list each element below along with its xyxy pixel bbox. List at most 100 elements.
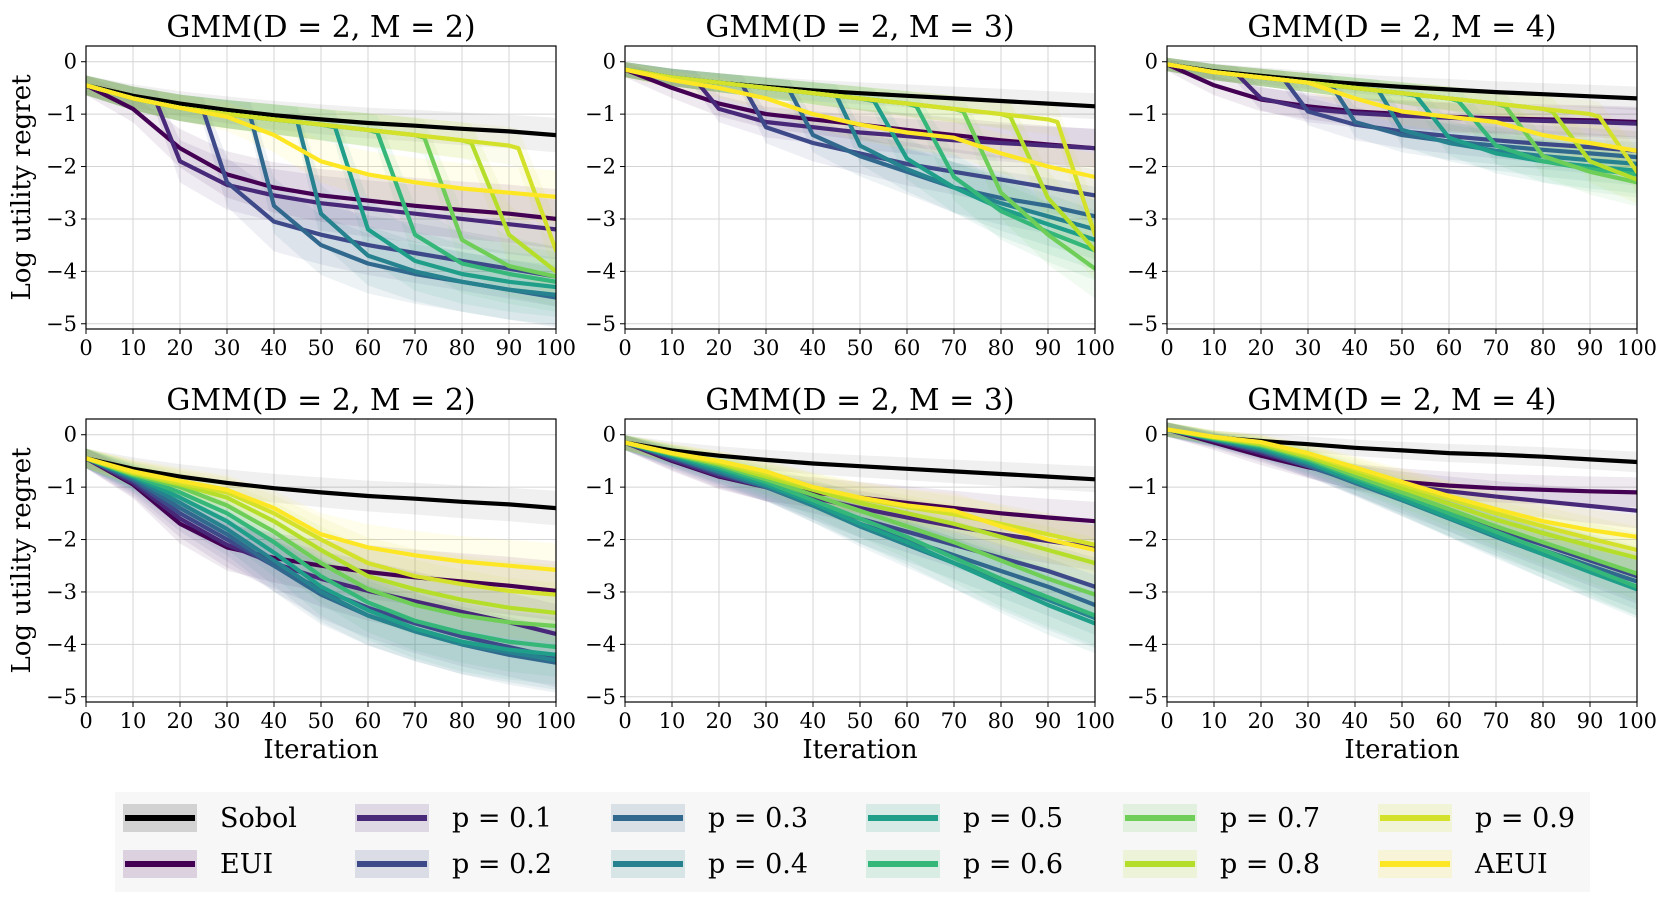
band-p-0-6 bbox=[1167, 57, 1637, 198]
x-tick-label: 0 bbox=[618, 709, 631, 733]
x-tick-label: 90 bbox=[1035, 336, 1062, 360]
y-tick-label: −1 bbox=[585, 102, 616, 126]
y-tick-label: −4 bbox=[1127, 259, 1158, 283]
x-tick-label: 70 bbox=[402, 336, 429, 360]
y-tick-label: −5 bbox=[46, 312, 77, 336]
y-tick-label: −1 bbox=[585, 475, 616, 499]
series-line-p-0-5 bbox=[86, 456, 556, 657]
series-line-sobol bbox=[86, 456, 556, 511]
legend-label: p = 0.8 bbox=[1220, 849, 1320, 880]
x-tick-label: 90 bbox=[1035, 709, 1062, 733]
band-p-0-5 bbox=[625, 62, 1095, 270]
y-tick-label: 0 bbox=[603, 50, 616, 74]
chart-panel-4: GMM(D = 2, M = 2) 0 10 20 30 40 50 60 70 80 90 100 0… bbox=[7, 383, 576, 765]
y-tick-label: −4 bbox=[46, 259, 77, 283]
x-tick-label: 0 bbox=[1160, 336, 1173, 360]
series-line-eui bbox=[86, 456, 556, 594]
band-p-0-2 bbox=[1167, 422, 1637, 604]
band-p-0-1 bbox=[86, 75, 556, 260]
series-line-p-0-4 bbox=[86, 456, 556, 663]
legend-label: p = 0.6 bbox=[963, 849, 1063, 880]
panel-title: GMM(D = 2, M = 2) bbox=[166, 383, 475, 418]
series-line-p-0-1 bbox=[86, 456, 556, 637]
x-tick-label: 10 bbox=[120, 709, 147, 733]
x-tick-label: 80 bbox=[988, 336, 1015, 360]
x-tick-label: 100 bbox=[1617, 336, 1657, 360]
y-tick-label: −3 bbox=[46, 207, 77, 231]
x-tick-label: 40 bbox=[261, 709, 288, 733]
band-p-0-3 bbox=[1167, 422, 1637, 610]
x-tick-label: 0 bbox=[1160, 709, 1173, 733]
x-tick-label: 70 bbox=[402, 709, 429, 733]
band-eui bbox=[625, 435, 1095, 541]
x-tick-label: 30 bbox=[214, 336, 241, 360]
series-lines bbox=[625, 440, 1095, 626]
band-p-0-8 bbox=[625, 62, 1095, 281]
y-tick-label: −2 bbox=[1127, 528, 1158, 552]
x-axis-label: Iteration bbox=[263, 735, 378, 765]
series-lines bbox=[625, 67, 1095, 271]
series-line-aeui bbox=[625, 440, 1095, 553]
legend-item-p-0-1: p = 0.1 bbox=[355, 803, 552, 834]
x-tick-label: 100 bbox=[536, 709, 576, 733]
x-tick-label: 70 bbox=[1483, 709, 1510, 733]
series-lines bbox=[1167, 62, 1637, 185]
legend-label: p = 0.4 bbox=[708, 849, 808, 880]
band-sobol bbox=[625, 62, 1095, 120]
legend-item-eui: EUI bbox=[123, 849, 273, 880]
y-tick-label: 0 bbox=[603, 423, 616, 447]
band-p-0-4 bbox=[625, 62, 1095, 260]
y-tick-label: 0 bbox=[1145, 423, 1158, 447]
x-tick-label: 60 bbox=[1436, 336, 1463, 360]
x-tick-label: 40 bbox=[800, 709, 827, 733]
chart-panel-5: GMM(D = 2, M = 3) 0 10 20 30 40 50 60 70 80 90 100 0… bbox=[585, 383, 1115, 765]
band-p-0-5 bbox=[625, 435, 1095, 654]
x-tick-label: 80 bbox=[1530, 336, 1557, 360]
legend-label: Sobol bbox=[220, 803, 297, 834]
series-lines bbox=[1167, 427, 1637, 592]
y-tick-label: −4 bbox=[585, 259, 616, 283]
x-tick-label: 80 bbox=[449, 709, 476, 733]
legend-label: p = 0.7 bbox=[1220, 803, 1320, 834]
x-tick-label: 20 bbox=[706, 709, 733, 733]
x-tick-label: 0 bbox=[618, 336, 631, 360]
band-p-0-4 bbox=[86, 75, 556, 325]
y-tick-label: 0 bbox=[1145, 50, 1158, 74]
y-axis-label: Log utility regret bbox=[7, 74, 37, 301]
x-tick-label: 50 bbox=[308, 709, 335, 733]
y-tick-label: −3 bbox=[585, 580, 616, 604]
x-tick-label: 50 bbox=[1389, 709, 1416, 733]
panel-title: GMM(D = 2, M = 3) bbox=[705, 10, 1014, 45]
y-tick-label: −3 bbox=[1127, 580, 1158, 604]
legend-label: p = 0.3 bbox=[708, 803, 808, 834]
x-tick-label: 50 bbox=[847, 709, 874, 733]
y-tick-label: 0 bbox=[64, 423, 77, 447]
y-tick-label: 0 bbox=[64, 50, 77, 74]
series-line-eui bbox=[86, 83, 556, 221]
series-line-aeui bbox=[625, 67, 1095, 180]
y-tick-label: −5 bbox=[585, 312, 616, 336]
legend-item-p-0-3: p = 0.3 bbox=[611, 803, 808, 834]
x-tick-label: 80 bbox=[988, 709, 1015, 733]
x-tick-label: 10 bbox=[659, 336, 686, 360]
legend-item-p-0-4: p = 0.4 bbox=[611, 849, 808, 880]
x-tick-label: 40 bbox=[800, 336, 827, 360]
x-tick-label: 20 bbox=[167, 709, 194, 733]
x-tick-label: 90 bbox=[496, 336, 523, 360]
legend-item-p-0-8: p = 0.8 bbox=[1123, 849, 1320, 880]
legend-label: p = 0.9 bbox=[1475, 803, 1575, 834]
x-tick-label: 80 bbox=[449, 336, 476, 360]
x-tick-label: 70 bbox=[941, 336, 968, 360]
x-tick-label: 0 bbox=[79, 709, 92, 733]
x-tick-label: 100 bbox=[536, 336, 576, 360]
y-tick-label: −4 bbox=[46, 632, 77, 656]
band-sobol bbox=[86, 75, 556, 153]
y-tick-label: −2 bbox=[1127, 155, 1158, 179]
x-tick-label: 60 bbox=[355, 709, 382, 733]
x-tick-label: 100 bbox=[1617, 709, 1657, 733]
x-tick-label: 30 bbox=[214, 709, 241, 733]
x-tick-label: 80 bbox=[1530, 709, 1557, 733]
legend-background bbox=[115, 792, 1590, 892]
y-tick-label: −2 bbox=[46, 155, 77, 179]
y-axis-label: Log utility regret bbox=[7, 447, 37, 674]
